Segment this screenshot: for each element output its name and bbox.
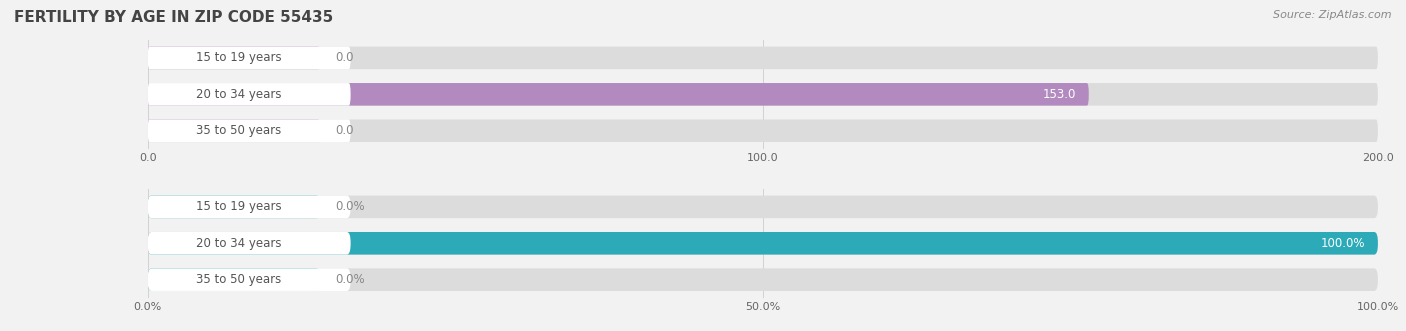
FancyBboxPatch shape xyxy=(148,47,321,69)
Text: 35 to 50 years: 35 to 50 years xyxy=(197,124,281,137)
FancyBboxPatch shape xyxy=(148,119,321,142)
Text: 20 to 34 years: 20 to 34 years xyxy=(197,88,281,101)
FancyBboxPatch shape xyxy=(148,83,350,106)
FancyBboxPatch shape xyxy=(148,47,1378,69)
FancyBboxPatch shape xyxy=(148,83,1088,106)
FancyBboxPatch shape xyxy=(148,119,1378,142)
Text: 0.0%: 0.0% xyxy=(335,273,364,286)
FancyBboxPatch shape xyxy=(148,232,1378,255)
FancyBboxPatch shape xyxy=(148,268,1378,291)
FancyBboxPatch shape xyxy=(148,268,321,291)
Text: 20 to 34 years: 20 to 34 years xyxy=(197,237,281,250)
Text: 0.0%: 0.0% xyxy=(335,200,364,213)
Text: 153.0: 153.0 xyxy=(1043,88,1077,101)
FancyBboxPatch shape xyxy=(148,119,350,142)
FancyBboxPatch shape xyxy=(148,232,350,255)
Text: FERTILITY BY AGE IN ZIP CODE 55435: FERTILITY BY AGE IN ZIP CODE 55435 xyxy=(14,10,333,25)
FancyBboxPatch shape xyxy=(148,196,350,218)
Text: Source: ZipAtlas.com: Source: ZipAtlas.com xyxy=(1274,10,1392,20)
FancyBboxPatch shape xyxy=(148,83,1378,106)
Text: 35 to 50 years: 35 to 50 years xyxy=(197,273,281,286)
Text: 0.0: 0.0 xyxy=(335,51,353,65)
FancyBboxPatch shape xyxy=(148,196,1378,218)
FancyBboxPatch shape xyxy=(148,268,350,291)
Text: 0.0: 0.0 xyxy=(335,124,353,137)
FancyBboxPatch shape xyxy=(148,47,350,69)
FancyBboxPatch shape xyxy=(148,196,321,218)
FancyBboxPatch shape xyxy=(148,232,1378,255)
Text: 15 to 19 years: 15 to 19 years xyxy=(197,51,281,65)
Text: 100.0%: 100.0% xyxy=(1322,237,1365,250)
Text: 15 to 19 years: 15 to 19 years xyxy=(197,200,281,213)
